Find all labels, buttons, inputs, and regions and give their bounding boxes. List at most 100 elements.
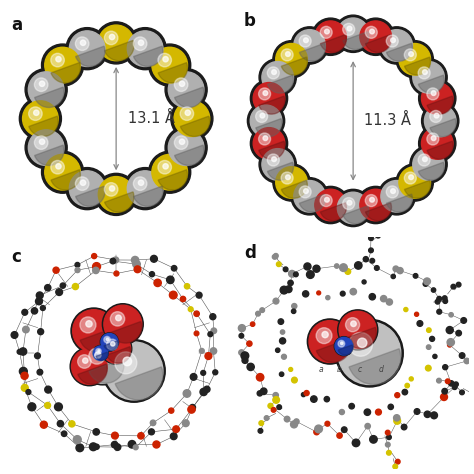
Circle shape [343, 198, 355, 210]
Text: 13.1 Å: 13.1 Å [128, 111, 175, 126]
Circle shape [173, 426, 179, 432]
Wedge shape [174, 145, 204, 165]
Circle shape [461, 318, 466, 323]
Circle shape [349, 403, 355, 409]
Circle shape [364, 409, 371, 415]
Circle shape [51, 53, 64, 67]
Circle shape [134, 335, 137, 339]
Circle shape [446, 327, 453, 334]
Circle shape [28, 403, 36, 411]
Circle shape [393, 464, 398, 469]
Circle shape [76, 444, 83, 452]
Wedge shape [115, 367, 163, 400]
Circle shape [291, 27, 328, 64]
Circle shape [340, 291, 345, 296]
Circle shape [250, 322, 255, 327]
Circle shape [23, 101, 58, 137]
Circle shape [396, 41, 433, 78]
Circle shape [40, 306, 46, 310]
Circle shape [188, 307, 193, 311]
Wedge shape [338, 345, 353, 355]
Circle shape [325, 197, 329, 202]
Circle shape [69, 421, 75, 427]
Circle shape [133, 445, 138, 450]
Circle shape [196, 292, 202, 298]
Circle shape [424, 411, 430, 418]
Circle shape [165, 127, 207, 169]
Circle shape [261, 147, 295, 182]
Circle shape [464, 358, 470, 364]
Circle shape [401, 424, 407, 430]
Circle shape [274, 165, 309, 200]
Wedge shape [29, 116, 58, 137]
Circle shape [116, 315, 121, 321]
Circle shape [194, 331, 199, 336]
Circle shape [352, 439, 360, 447]
Circle shape [422, 70, 427, 74]
Circle shape [437, 378, 441, 383]
Circle shape [362, 280, 366, 284]
Circle shape [167, 128, 205, 167]
Circle shape [45, 155, 81, 190]
Circle shape [289, 271, 295, 277]
Circle shape [45, 47, 81, 83]
Circle shape [38, 328, 44, 335]
Circle shape [294, 181, 325, 212]
Circle shape [113, 257, 118, 263]
Circle shape [294, 30, 325, 61]
Circle shape [423, 104, 457, 138]
Circle shape [260, 388, 267, 394]
Circle shape [158, 53, 172, 67]
Circle shape [126, 169, 164, 208]
Circle shape [82, 341, 124, 383]
Circle shape [95, 22, 137, 64]
Circle shape [267, 67, 279, 79]
Circle shape [34, 110, 39, 116]
Wedge shape [419, 75, 444, 93]
Circle shape [460, 390, 465, 395]
Circle shape [166, 276, 174, 283]
Circle shape [37, 369, 43, 375]
Wedge shape [107, 346, 131, 363]
Circle shape [106, 330, 109, 333]
Wedge shape [35, 145, 64, 165]
Circle shape [326, 296, 330, 300]
Circle shape [396, 164, 433, 201]
Circle shape [255, 311, 260, 316]
Circle shape [345, 269, 351, 274]
Wedge shape [343, 206, 369, 224]
Wedge shape [80, 328, 115, 352]
Circle shape [289, 367, 292, 371]
Circle shape [271, 408, 276, 412]
Circle shape [343, 23, 355, 36]
Circle shape [299, 186, 311, 198]
Wedge shape [134, 186, 163, 207]
Circle shape [167, 71, 205, 109]
Circle shape [365, 27, 377, 38]
Circle shape [71, 308, 117, 354]
Circle shape [168, 72, 204, 108]
Circle shape [452, 385, 457, 390]
Circle shape [128, 31, 163, 66]
Circle shape [413, 273, 418, 278]
Circle shape [89, 348, 105, 364]
Circle shape [239, 334, 244, 338]
Circle shape [149, 272, 155, 277]
Circle shape [276, 167, 307, 198]
Circle shape [310, 396, 317, 402]
Circle shape [149, 151, 191, 193]
Text: c: c [358, 365, 362, 374]
Wedge shape [78, 364, 107, 384]
Circle shape [107, 339, 118, 350]
Circle shape [273, 254, 278, 258]
Circle shape [253, 128, 285, 159]
Circle shape [386, 35, 398, 47]
Circle shape [322, 331, 328, 338]
Circle shape [272, 157, 276, 162]
Wedge shape [343, 32, 369, 50]
Circle shape [56, 164, 61, 169]
Circle shape [299, 35, 311, 47]
Circle shape [125, 338, 128, 342]
Circle shape [411, 147, 446, 182]
Circle shape [133, 37, 147, 50]
